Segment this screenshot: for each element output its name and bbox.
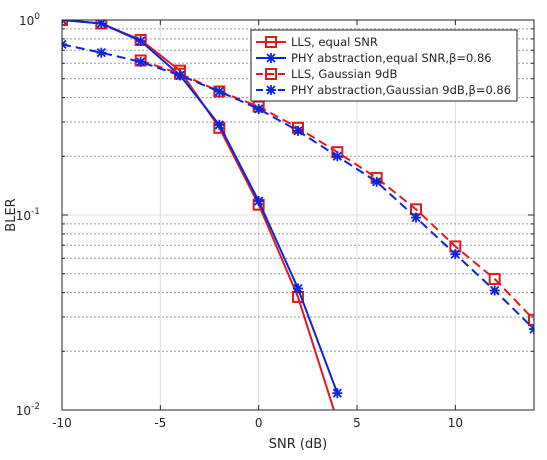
marker-stroke — [175, 70, 185, 81]
marker-stroke — [332, 151, 342, 161]
data-point — [62, 39, 67, 50]
marker-stroke — [214, 86, 224, 97]
data-point — [135, 56, 146, 67]
data-point — [332, 388, 343, 399]
marker-stroke — [96, 48, 106, 58]
marker-stroke — [62, 43, 67, 49]
legend-box — [250, 29, 518, 102]
data-point — [62, 20, 67, 25]
marker-stroke — [254, 196, 264, 206]
marker-stroke — [529, 327, 534, 334]
marker-stroke — [266, 53, 276, 63]
legend-swatch-marker — [266, 85, 276, 95]
legend-entry: LLS, Gaussian 9dB — [256, 67, 397, 81]
legend-label: LLS, equal SNR — [291, 35, 378, 49]
marker-stroke — [62, 39, 67, 46]
x-tick-label: 5 — [353, 416, 361, 430]
legend-entry: PHY abstraction,equal SNR,β=0.86 — [256, 51, 492, 65]
x-tick-label: -5 — [154, 416, 166, 430]
data-point — [489, 285, 500, 296]
marker-stroke — [411, 212, 421, 223]
marker-stroke — [293, 283, 303, 294]
data-point — [214, 119, 225, 130]
data-point — [175, 70, 185, 81]
series-line — [62, 20, 339, 394]
y-tick-label: 10-1 — [16, 207, 40, 223]
marker-stroke — [450, 249, 460, 259]
data-point — [371, 176, 382, 187]
marker-stroke — [529, 324, 534, 331]
data-point — [529, 324, 534, 335]
data-point — [450, 249, 461, 260]
marker-stroke — [254, 104, 264, 114]
marker-stroke — [293, 126, 303, 136]
marker-stroke — [372, 177, 382, 187]
marker-stroke — [266, 85, 276, 95]
data-point — [528, 313, 534, 326]
marker-stroke — [136, 36, 146, 46]
legend-label: LLS, Gaussian 9dB — [291, 67, 397, 81]
legend-swatch-marker — [265, 36, 277, 48]
data-point — [411, 212, 421, 223]
data-point — [135, 36, 146, 47]
x-tick-label: 10 — [448, 416, 463, 430]
data-point — [214, 86, 225, 97]
data-point — [253, 195, 264, 206]
x-tick-label: 0 — [255, 416, 263, 430]
axes-ticks: -10 -5 0 5 10 10-2 10-1 100 — [16, 12, 534, 430]
legend-entry: LLS, equal SNR — [256, 35, 378, 49]
y-tick-label: 10-2 — [16, 402, 40, 418]
legend-swatch-marker — [265, 68, 277, 80]
marker-stroke — [62, 20, 67, 25]
y-tick-label: 100 — [19, 12, 40, 28]
series-4 — [62, 39, 534, 335]
data-point — [253, 103, 264, 114]
legend-entry: PHY abstraction,Gaussian 9dB,β=0.86 — [256, 83, 511, 97]
data-point — [293, 125, 303, 136]
legend-label: PHY abstraction,equal SNR,β=0.86 — [291, 51, 492, 65]
data-point — [96, 47, 107, 58]
legend-swatch-marker — [266, 53, 276, 63]
marker-stroke — [332, 388, 342, 398]
data-point — [293, 283, 303, 294]
x-tick-label: -10 — [52, 416, 72, 430]
data-point — [332, 416, 342, 426]
marker-stroke — [96, 20, 106, 29]
marker-stroke — [136, 57, 146, 67]
marker-stroke — [490, 285, 500, 296]
legend: LLS, equal SNR PHY abstraction,equal SNR,… — [250, 29, 518, 102]
y-axis-label: BLER — [4, 198, 19, 231]
data-point — [488, 272, 501, 285]
data-point — [332, 151, 343, 162]
marker-stroke — [214, 120, 224, 130]
x-axis-label: SNR (dB) — [269, 437, 327, 452]
series-group — [62, 20, 534, 426]
data-point — [96, 20, 107, 29]
legend-label: PHY abstraction,Gaussian 9dB,β=0.86 — [291, 83, 511, 97]
